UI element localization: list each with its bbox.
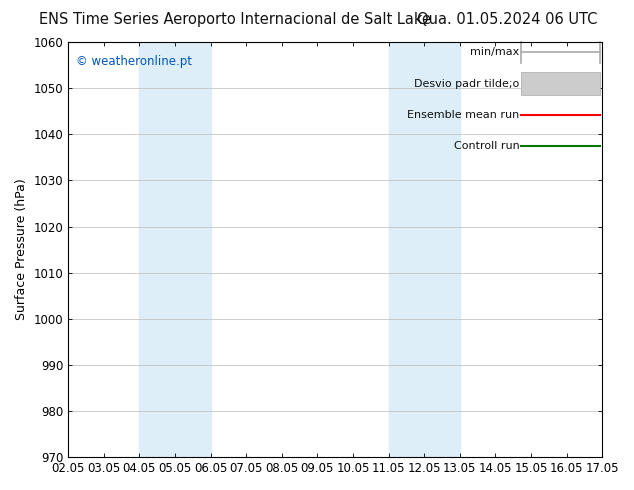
Text: © weatheronline.pt: © weatheronline.pt bbox=[76, 54, 192, 68]
Text: Ensemble mean run: Ensemble mean run bbox=[407, 110, 519, 120]
Y-axis label: Surface Pressure (hPa): Surface Pressure (hPa) bbox=[15, 179, 28, 320]
Bar bbox=[389, 42, 460, 457]
Text: Desvio padr tilde;o: Desvio padr tilde;o bbox=[414, 78, 519, 89]
Bar bbox=[521, 72, 600, 95]
Text: Qua. 01.05.2024 06 UTC: Qua. 01.05.2024 06 UTC bbox=[417, 12, 597, 27]
Text: ENS Time Series Aeroporto Internacional de Salt Lake: ENS Time Series Aeroporto Internacional … bbox=[39, 12, 430, 27]
Text: Controll run: Controll run bbox=[454, 141, 519, 151]
Bar bbox=[139, 42, 210, 457]
Text: min/max: min/max bbox=[470, 48, 519, 57]
